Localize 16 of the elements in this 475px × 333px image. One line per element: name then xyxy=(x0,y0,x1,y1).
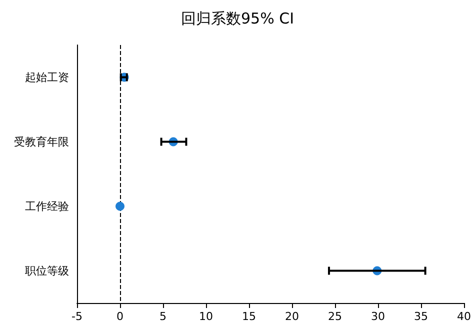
chart-title: 回归系数95% CI xyxy=(180,10,294,28)
x-tick-label: 25 xyxy=(328,310,342,323)
x-tick-label: 10 xyxy=(199,310,213,323)
x-tick-label: 40 xyxy=(457,310,471,323)
x-tick-label: 30 xyxy=(371,310,385,323)
y-tick-label: 工作经验 xyxy=(25,200,69,213)
x-tick-label: 15 xyxy=(242,310,256,323)
x-tick-label: 35 xyxy=(414,310,428,323)
x-tick-label: 5 xyxy=(160,310,166,323)
x-tick-label: 20 xyxy=(285,310,299,323)
point xyxy=(116,202,124,211)
y-tick-label: 职位等级 xyxy=(25,264,69,278)
x-tick-label: -5 xyxy=(72,310,82,323)
y-tick-label: 受教育年限 xyxy=(14,135,69,148)
x-tick-label: 0 xyxy=(116,310,124,323)
y-tick-label: 起始工资 xyxy=(25,70,69,84)
